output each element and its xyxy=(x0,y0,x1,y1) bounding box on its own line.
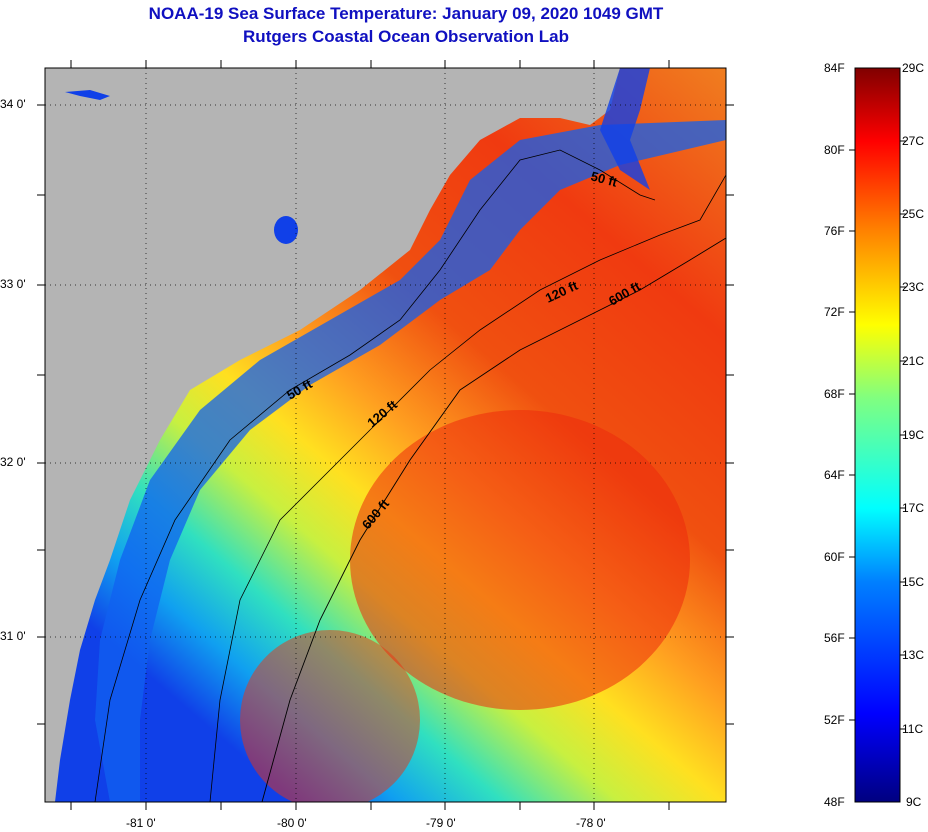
colorbar-f-label: 80F xyxy=(824,143,845,157)
colorbar-f-label: 48F xyxy=(824,795,845,809)
colorbar-f-label: 76F xyxy=(824,224,845,238)
colorbar-c-label: 11C xyxy=(902,722,924,736)
warm-eddy xyxy=(350,410,690,710)
latitude-label: 31 0' xyxy=(0,629,26,643)
colorbar-c-label: 29C xyxy=(902,61,925,75)
cold-coastal-band xyxy=(95,120,726,802)
map-frame xyxy=(44,67,727,803)
warm-region xyxy=(240,630,420,802)
longitude-label: -80 0' xyxy=(277,816,307,830)
latitude-label: 33 0' xyxy=(0,277,26,291)
longitude-label: -78 0' xyxy=(576,816,606,830)
axis-ticks xyxy=(37,60,734,810)
colorbar-c-label: 25C xyxy=(902,207,925,221)
colorbar-c-label: 21C xyxy=(902,354,925,368)
map-subtitle: Rutgers Coastal Ocean Observation Lab xyxy=(243,27,569,46)
longitude-label: -81 0' xyxy=(126,816,156,830)
contour-120ft xyxy=(209,174,726,802)
colorbar-c-label: 15C xyxy=(902,575,925,589)
contour-label: 50 ft xyxy=(589,168,619,190)
colorbar-f-label: 64F xyxy=(824,468,845,482)
contour-50ft xyxy=(94,149,656,802)
map-title: NOAA-19 Sea Surface Temperature: January… xyxy=(148,4,664,23)
colorbar-ticks xyxy=(849,140,906,730)
latitude-label: 34 0' xyxy=(0,97,26,111)
graticule xyxy=(45,68,726,802)
colorbar-f-label: 84F xyxy=(824,61,845,75)
colorbar-f-label: 68F xyxy=(824,387,845,401)
lake xyxy=(274,216,298,244)
colorbar-c-label: 23C xyxy=(902,280,925,294)
colorbar-c-label: 27C xyxy=(902,134,925,148)
inland-water xyxy=(65,90,110,100)
colorbar-f-label: 60F xyxy=(824,550,845,564)
colorbar xyxy=(854,67,901,803)
colorbar-f-label: 52F xyxy=(824,713,845,727)
colorbar-c-label: 17C xyxy=(902,501,925,515)
colorbar-c-label: 9C xyxy=(906,795,922,809)
colorbar-f-label: 56F xyxy=(824,631,845,645)
sound-water xyxy=(600,68,650,190)
land-mass xyxy=(45,68,620,802)
longitude-label: -79 0' xyxy=(426,816,456,830)
colorbar-c-label: 19C xyxy=(902,428,925,442)
contour-600ft xyxy=(261,237,726,802)
colorbar-c-label: 13C xyxy=(902,648,925,662)
latitude-label: 32 0' xyxy=(0,455,26,469)
colorbar-f-label: 72F xyxy=(824,305,845,319)
